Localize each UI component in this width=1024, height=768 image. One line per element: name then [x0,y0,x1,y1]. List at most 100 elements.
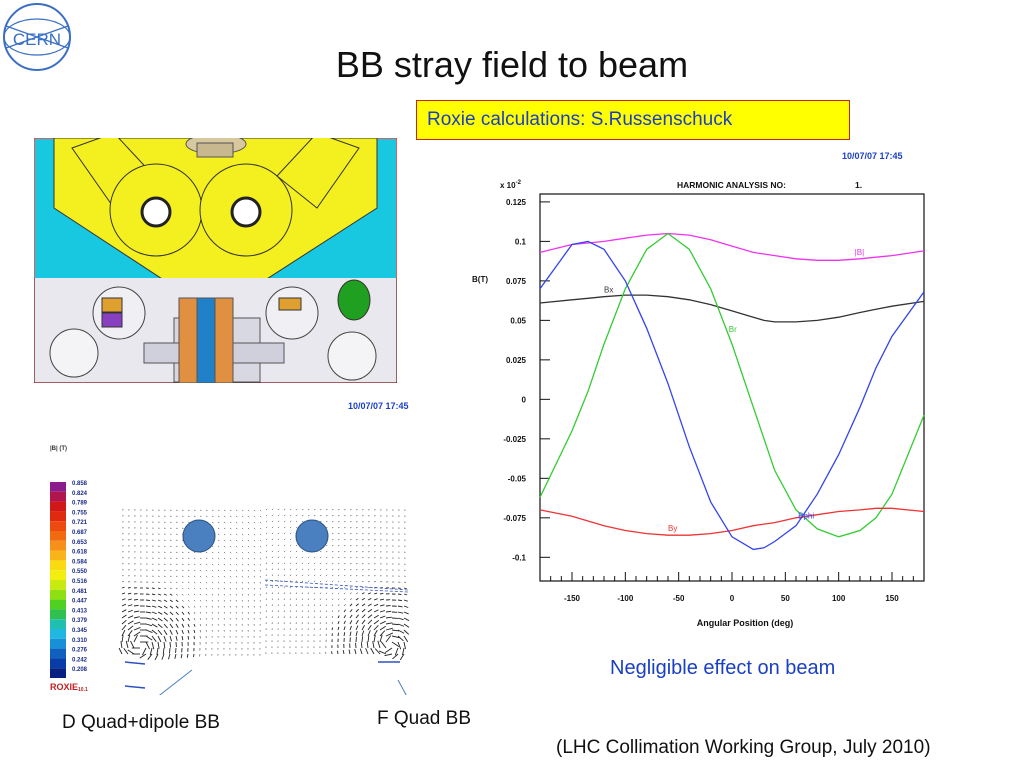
field-vector [127,630,133,637]
field-vector [169,581,172,583]
field-vector [355,592,359,595]
field-vector [125,640,129,649]
field-vector [391,641,400,647]
field-vector [187,569,190,572]
field-vector [399,653,405,661]
field-vector [337,586,340,589]
field-vector [205,605,208,608]
field-vector [151,611,157,615]
field-vector [223,587,226,590]
field-vector [253,515,256,518]
field-vector [193,599,196,602]
field-vector [127,620,134,625]
field-vector [223,509,226,512]
legend-value: 0.584 [72,559,88,565]
field-vector [175,569,178,571]
field-vector [373,620,380,625]
field-vector [217,527,220,530]
field-vector [151,599,156,602]
field-vector [253,551,256,554]
field-vector [199,581,202,584]
field-vector [247,533,250,536]
field-vector [229,569,232,572]
field-vector [253,521,256,524]
field-vector [241,587,243,590]
field-vector [187,557,190,559]
field-vector [283,532,286,535]
field-vector [342,650,345,655]
field-vector [217,599,220,602]
field-vector [157,593,162,596]
field-vector [337,626,340,631]
field-vector [217,593,220,596]
x-tick-label: -50 [673,594,685,603]
field-vector [301,514,304,517]
field-vector [187,515,190,517]
field-vector [283,562,286,565]
y-tick-label: 0 [522,395,527,404]
field-vector [149,647,153,656]
field-vector [253,605,255,608]
field-vector [361,563,364,565]
field-vector [217,569,220,572]
field-vector [181,575,184,578]
field-vector [168,647,171,654]
field-vector [181,521,184,523]
field-vector [355,563,358,565]
field-vector [118,647,123,655]
field-vector [217,581,220,584]
field-vector [319,568,322,571]
field-vector [301,604,303,607]
y-tick-label: 0.075 [506,277,527,286]
field-vector [331,604,334,607]
field-vector [277,580,280,583]
field-vector [337,592,340,595]
chart-timestamp: 10/07/07 17:45 [842,151,903,161]
field-vector [373,614,379,619]
d-quad-label: D Quad+dipole BB [62,712,220,733]
field-vector [121,609,127,613]
legend-value: 0.447 [72,599,88,605]
field-vector [271,568,274,571]
field-vector [133,599,139,601]
field-vector [235,605,237,608]
field-vector [259,593,261,596]
legend-value: 0.618 [72,550,88,556]
field-vector [373,603,379,607]
field-vector [169,599,173,603]
field-vector [193,635,195,640]
field-vector [403,593,408,596]
field-vector [289,586,292,589]
field-vector [289,526,292,529]
field-vector [289,532,292,535]
field-vector [277,562,280,565]
field-vector [349,533,352,535]
field-vector [331,610,334,613]
field-vector [229,509,232,512]
legend-swatch [50,629,66,639]
field-vector [241,581,244,584]
field-vector [319,604,321,607]
field-vector [265,508,268,511]
field-vector [187,599,190,602]
field-vector [169,569,172,571]
field-vector [247,509,250,512]
field-vector [379,620,386,625]
field-vector [175,557,178,559]
field-vector [265,568,268,571]
field-vector [337,521,340,523]
field-vector [235,581,238,584]
field-vector [259,557,262,560]
field-vector [229,581,232,584]
field-vector [217,563,220,566]
field-vector [343,574,346,577]
field-vector [247,569,250,572]
legend-swatch [50,589,66,600]
field-vector [253,581,255,584]
field-vector [205,563,208,566]
field-vector [253,545,256,548]
field-vector [169,575,172,577]
field-vector [205,617,207,620]
field-vector [163,605,168,609]
field-vector [367,619,373,625]
